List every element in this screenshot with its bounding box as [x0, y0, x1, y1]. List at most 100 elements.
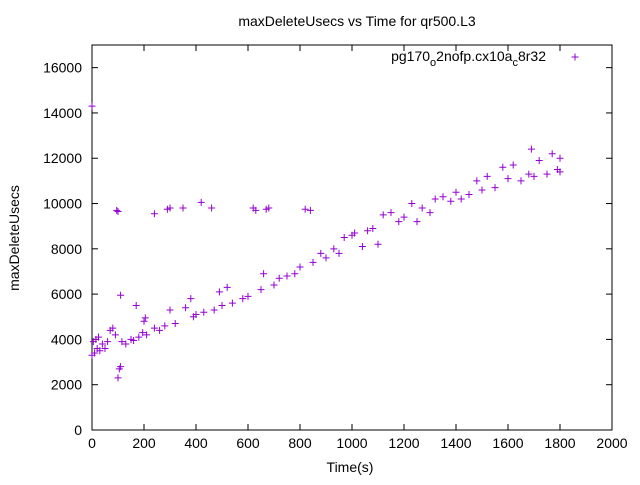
y-tick-label: 12000: [43, 150, 82, 166]
data-point: [387, 209, 395, 217]
data-point: [457, 195, 465, 203]
data-point: [335, 249, 343, 257]
data-point: [535, 157, 543, 164]
chart-title: maxDeleteUsecs vs Time for qr500.L3: [238, 13, 476, 29]
data-point: [182, 304, 190, 312]
data-point: [208, 204, 216, 212]
data-point: [283, 272, 291, 280]
data-point: [132, 301, 140, 309]
data-point: [418, 204, 426, 212]
data-point: [374, 240, 382, 248]
x-tick-label: 400: [184, 435, 208, 451]
y-tick-label: 8000: [51, 241, 82, 257]
data-point: [301, 205, 309, 213]
data-point: [530, 172, 538, 180]
data-point: [166, 204, 174, 212]
data-point: [270, 281, 278, 289]
data-point: [179, 204, 187, 212]
legend-label-part-3: 2nofp.cx10a: [436, 48, 512, 64]
data-point: [150, 324, 158, 332]
data-point: [504, 175, 512, 183]
legend-label-part-1: pg170: [391, 48, 430, 64]
data-point: [98, 340, 106, 348]
data-point: [95, 333, 102, 341]
data-point: [117, 363, 125, 371]
data-point: [265, 204, 273, 212]
data-point: [239, 295, 247, 303]
data-point: [426, 209, 434, 217]
legend-label-part-4: c: [512, 57, 518, 69]
y-axis-label: maxDeleteUsecs: [6, 185, 22, 291]
data-point: [122, 340, 130, 348]
data-point: [161, 322, 169, 330]
data-point: [96, 347, 104, 355]
data-point: [548, 150, 556, 158]
y-tick-label: 6000: [51, 286, 82, 302]
y-tick-label: 14000: [43, 105, 82, 121]
x-axis-label: Time(s): [327, 459, 374, 475]
x-tick-label: 2000: [596, 435, 627, 451]
data-point: [330, 245, 338, 253]
data-point: [109, 324, 117, 332]
x-tick-label: 1800: [544, 435, 575, 451]
y-axis-ticks: 0 2000 4000 6000 8000 10000 12000 14000 16000: [43, 60, 612, 438]
data-point: [291, 270, 299, 278]
data-point: [439, 193, 447, 201]
data-point: [171, 320, 179, 328]
data-point: [111, 331, 119, 339]
data-point: [413, 218, 421, 226]
data-point: [218, 301, 226, 309]
data-point: [491, 184, 499, 192]
data-point: [395, 218, 403, 226]
x-tick-label: 0: [88, 435, 96, 451]
data-point: [465, 190, 473, 198]
data-point: [447, 197, 455, 205]
legend-label: pg170o2nofp.cx10ac8r32: [391, 48, 546, 69]
x-tick-label: 1400: [440, 435, 471, 451]
data-point: [113, 206, 121, 214]
y-tick-label: 0: [74, 422, 82, 438]
data-point: [358, 243, 366, 251]
data-point: [139, 329, 147, 337]
data-point: [228, 299, 236, 307]
data-points: [88, 102, 564, 382]
data-point: [210, 306, 218, 314]
data-point: [244, 292, 252, 300]
y-tick-label: 4000: [51, 331, 82, 347]
x-tick-label: 1600: [492, 435, 523, 451]
data-point: [556, 168, 564, 176]
data-point: [143, 331, 151, 339]
x-tick-label: 600: [236, 435, 260, 451]
legend-marker-plus: [571, 53, 579, 61]
data-point: [130, 337, 138, 345]
data-point: [309, 258, 317, 266]
data-point: [223, 283, 231, 291]
data-point: [400, 213, 408, 221]
data-point: [187, 295, 195, 303]
legend: pg170o2nofp.cx10ac8r32: [391, 48, 579, 69]
data-point: [369, 224, 377, 232]
data-point: [364, 227, 372, 235]
x-tick-label: 1200: [388, 435, 419, 451]
data-point: [509, 161, 517, 169]
data-point: [408, 200, 416, 208]
data-point: [317, 249, 325, 257]
data-point: [101, 344, 109, 352]
data-point: [452, 188, 460, 196]
data-point: [252, 206, 260, 214]
data-point: [517, 177, 525, 185]
data-point: [525, 170, 533, 178]
data-point: [156, 326, 164, 334]
data-point: [215, 288, 223, 296]
data-point: [118, 338, 126, 346]
y-tick-label: 10000: [43, 196, 82, 212]
x-tick-label: 800: [288, 435, 312, 451]
data-point: [499, 163, 507, 171]
data-point: [91, 349, 99, 357]
legend-marker: [571, 53, 579, 61]
x-tick-label: 200: [132, 435, 156, 451]
data-point: [379, 211, 387, 219]
y-tick-label: 2000: [51, 377, 82, 393]
data-point: [473, 177, 481, 185]
